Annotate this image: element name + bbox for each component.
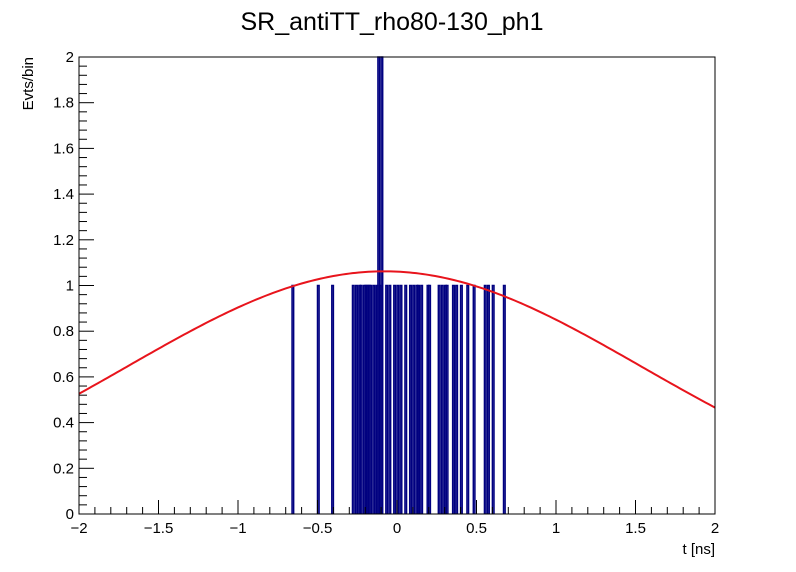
y-tick-label: 1.6 xyxy=(53,140,74,157)
y-tick-label: 1.4 xyxy=(53,186,74,203)
y-tick-label: 2 xyxy=(66,49,74,66)
histogram-bin-20 xyxy=(396,284,400,514)
fit-curve xyxy=(78,270,716,409)
x-tick-label: −2 xyxy=(70,520,87,537)
histogram-bin-2 xyxy=(331,284,335,514)
histogram-bin-30 xyxy=(437,284,441,514)
x-tick-label: −1.5 xyxy=(144,520,174,537)
histogram-bin-26 xyxy=(416,284,421,514)
histogram-bin-22 xyxy=(404,284,408,514)
histogram-bin-31 xyxy=(440,284,444,514)
histogram-bin-16 xyxy=(380,56,384,514)
y-axis: 0 0.2 0.4 0.6 0.8 1 1.2 1.4 1.6 1.8 2 xyxy=(53,49,94,523)
y-tick-label: 0 xyxy=(66,506,74,523)
histogram-bin-19 xyxy=(393,284,397,514)
histogram-bin-42 xyxy=(502,284,506,514)
histogram-bin-23 xyxy=(408,284,413,514)
histogram-bin-38 xyxy=(472,284,476,514)
histogram-bin-17 xyxy=(385,284,389,514)
y-tick-label: 0.2 xyxy=(53,460,74,477)
x-tick-label: 2 xyxy=(711,520,719,537)
histogram-bin-18 xyxy=(388,284,392,514)
x-axis: −2 −1.5 −1 −0.5 0 0.5 1 1.5 2 xyxy=(70,500,719,537)
histogram-bin-4 xyxy=(354,284,358,514)
histogram-bin-12 xyxy=(372,284,376,514)
histogram-bin-34 xyxy=(451,284,455,514)
histogram-bin-0 xyxy=(291,284,295,514)
histogram-bin-37 xyxy=(466,284,470,514)
y-axis-label: Evts/bin xyxy=(20,57,37,110)
x-tick-label: −1 xyxy=(229,520,246,537)
y-tick-label: 1.8 xyxy=(53,95,74,112)
y-tick-label: 1 xyxy=(66,278,74,295)
histogram-bin-1 xyxy=(316,284,320,514)
histogram-bin-40 xyxy=(486,284,490,514)
y-tick-label: 0.6 xyxy=(53,369,74,386)
x-tick-label: 0.5 xyxy=(466,520,487,537)
histogram-bin-21 xyxy=(399,284,403,514)
histogram-bin-11 xyxy=(369,284,373,514)
y-tick-label: 0.4 xyxy=(53,415,74,432)
histogram-bin-39 xyxy=(483,284,487,514)
x-tick-label: 1.5 xyxy=(625,520,646,537)
histogram-bin-6 xyxy=(359,284,363,514)
histogram-bin-27 xyxy=(420,284,424,514)
x-tick-label: −0.5 xyxy=(303,520,333,537)
histogram-bars xyxy=(291,56,506,514)
histogram-bin-33 xyxy=(445,284,449,514)
chart-title: SR_antiTT_rho80-130_ph1 xyxy=(241,8,544,36)
histogram-bin-41 xyxy=(491,284,495,514)
histogram-bin-36 xyxy=(459,284,463,514)
fit-curve-layer xyxy=(78,270,716,409)
histogram-bin-29 xyxy=(428,284,432,514)
x-tick-label: 0 xyxy=(393,520,401,537)
histogram-bin-24 xyxy=(412,284,416,514)
histogram-bin-3 xyxy=(351,284,355,514)
histogram-bin-35 xyxy=(455,284,459,514)
y-tick-label: 1.2 xyxy=(53,232,74,249)
y-tick-label: 0.8 xyxy=(53,323,74,340)
x-tick-label: 1 xyxy=(552,520,560,537)
x-axis-label: t [ns] xyxy=(682,541,715,558)
